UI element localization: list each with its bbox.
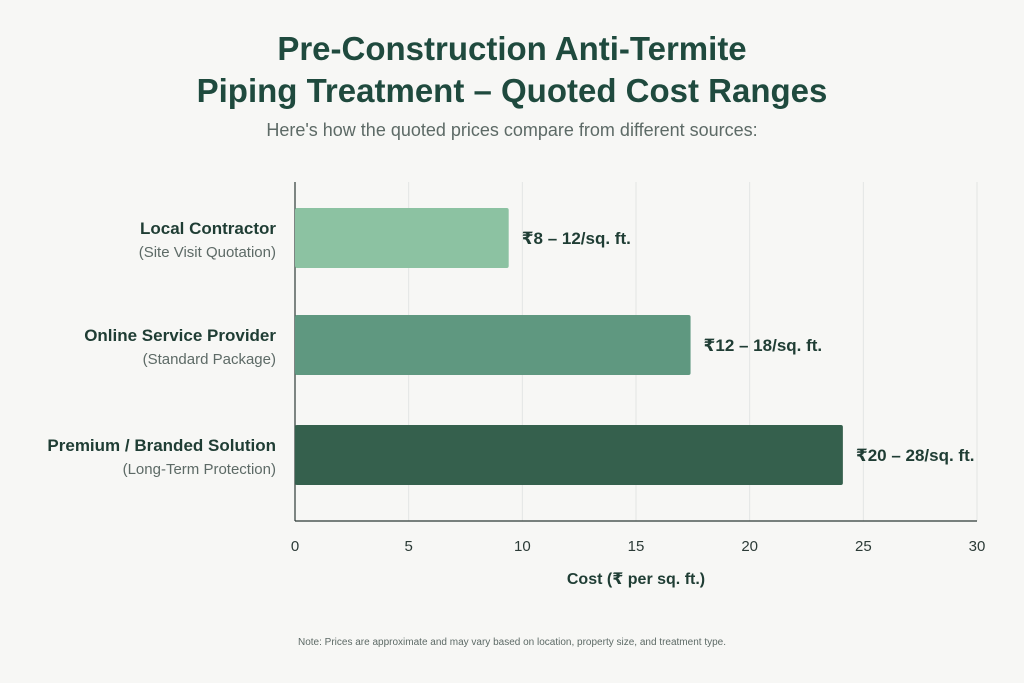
x-tick-label-5: 25: [855, 538, 872, 555]
x-tick-label-1: 5: [404, 538, 412, 555]
category-sublabel-0: (Site Visit Quotation): [139, 244, 276, 261]
x-tick-label-2: 10: [514, 538, 531, 555]
bar-2: [295, 425, 843, 485]
x-tick-label-4: 20: [741, 538, 758, 555]
chart-subtitle: Here's how the quoted prices compare fro…: [266, 120, 758, 140]
category-label-1: Online Service Provider: [84, 326, 276, 345]
bar-value-label-2: ₹20 – 28/sq. ft.: [856, 446, 975, 465]
chart-title-line-2: Piping Treatment – Quoted Cost Ranges: [196, 72, 828, 109]
chart-note: Note: Prices are approximate and may var…: [298, 637, 726, 648]
bar-1: [295, 315, 691, 375]
category-label-0: Local Contractor: [140, 219, 276, 238]
bar-value-label-0: ₹8 – 12/sq. ft.: [522, 229, 631, 248]
x-tick-label-0: 0: [291, 538, 299, 555]
bar-value-label-1: ₹12 – 18/sq. ft.: [704, 336, 823, 355]
chart-title-line-1: Pre-Construction Anti-Termite: [277, 30, 747, 67]
category-sublabel-1: (Standard Package): [143, 351, 276, 368]
x-tick-label-6: 30: [969, 538, 986, 555]
bar-0: [295, 208, 509, 268]
category-sublabel-2: (Long-Term Protection): [123, 461, 276, 478]
chart-title: Pre-Construction Anti-Termite Piping Tre…: [0, 28, 1024, 112]
category-label-2: Premium / Branded Solution: [47, 436, 276, 455]
x-axis-title: Cost (₹ per sq. ft.): [567, 571, 705, 588]
x-tick-label-3: 15: [628, 538, 645, 555]
